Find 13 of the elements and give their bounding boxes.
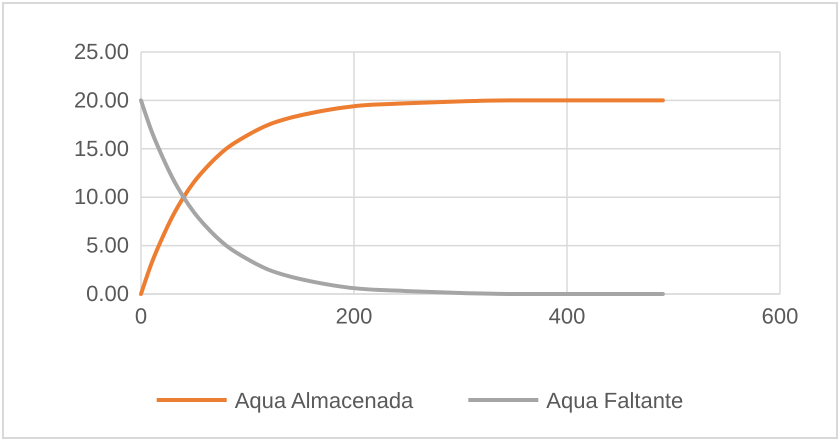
legend-label: Aqua Faltante [546, 388, 684, 413]
line-series [139, 98, 665, 296]
x-tick-label: 200 [336, 304, 372, 329]
x-tick-label: 400 [548, 304, 586, 329]
y-tick-label: 15.00 [74, 136, 129, 161]
y-tick-label: 20.00 [74, 87, 129, 112]
y-tick-label: 25.00 [74, 39, 129, 64]
y-tick-label: 10.00 [74, 184, 129, 210]
legend-label: Aqua Almacenada [234, 388, 414, 413]
y-tick-label: 0.00 [86, 281, 129, 306]
y-tick-label: 5.00 [86, 232, 129, 258]
x-tick-label: 600 [762, 304, 798, 329]
x-tick-label: 0 [134, 304, 148, 329]
